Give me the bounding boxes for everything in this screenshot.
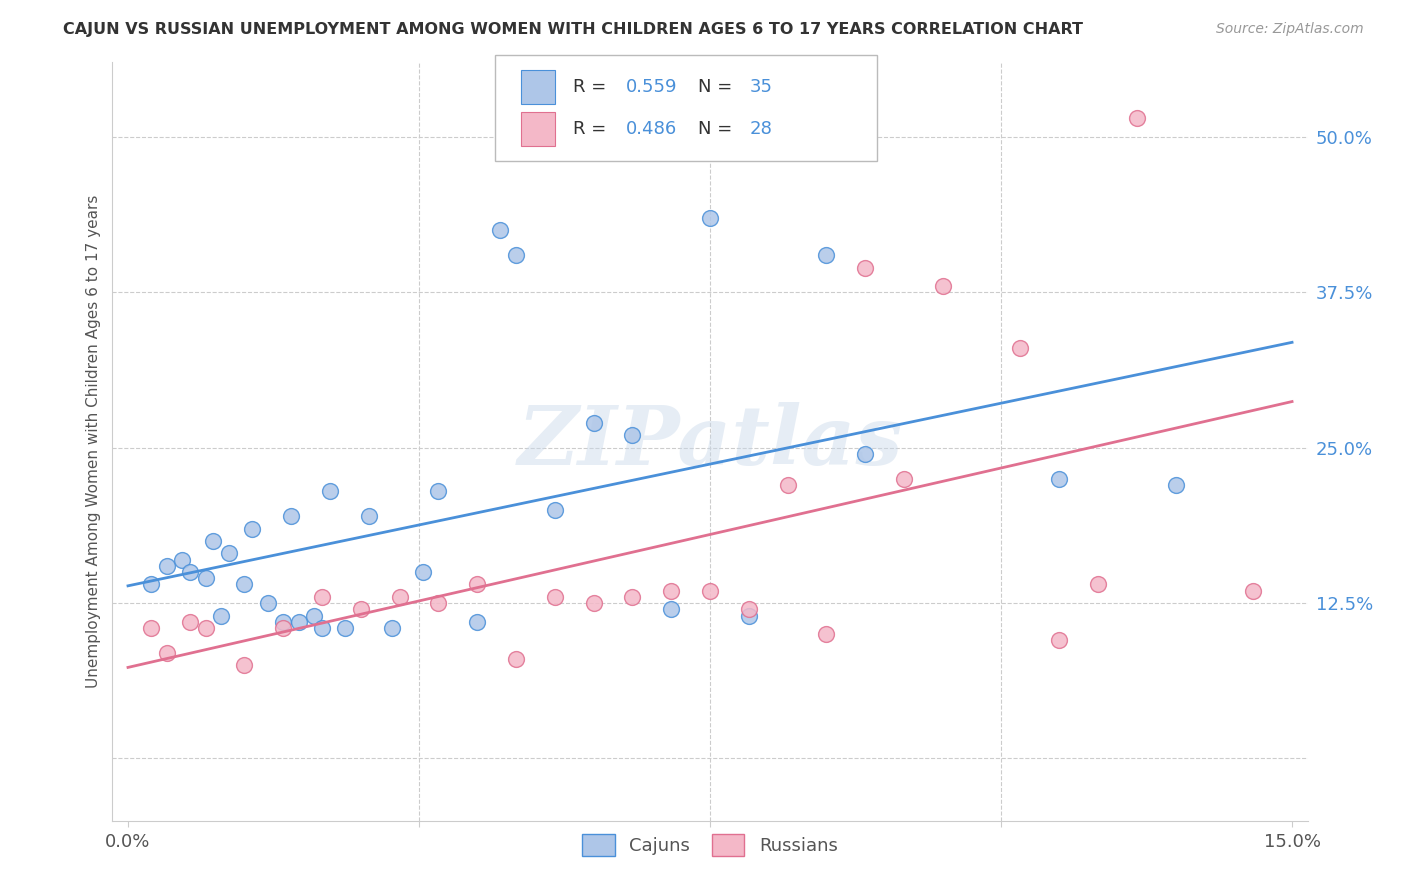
Point (194, 621, 217, 635)
Point (699, 583, 721, 598)
Point (776, 478, 799, 492)
Point (1047, 472, 1070, 486)
Point (659, 602, 682, 616)
Point (505, 248, 527, 262)
Point (218, 546, 240, 560)
Point (388, 590, 411, 604)
FancyBboxPatch shape (522, 70, 555, 104)
Point (311, 590, 333, 604)
Text: 0.559: 0.559 (627, 78, 678, 96)
Point (427, 484, 450, 499)
Point (233, 577, 256, 591)
Text: N =: N = (699, 120, 738, 137)
Text: Source: ZipAtlas.com: Source: ZipAtlas.com (1216, 22, 1364, 37)
Point (505, 652, 527, 666)
Point (156, 646, 179, 660)
Point (1087, 577, 1109, 591)
Text: CAJUN VS RUSSIAN UNEMPLOYMENT AMONG WOMEN WITH CHILDREN AGES 6 TO 17 YEARS CORRE: CAJUN VS RUSSIAN UNEMPLOYMENT AMONG WOME… (63, 22, 1083, 37)
Point (1164, 478, 1187, 492)
Point (350, 602, 373, 616)
Point (465, 577, 488, 591)
Point (194, 571, 217, 585)
Point (582, 596, 605, 610)
Point (582, 416, 605, 430)
Text: ZIPatlas: ZIPatlas (517, 401, 903, 482)
FancyBboxPatch shape (495, 55, 877, 161)
Point (893, 472, 915, 486)
Point (1010, 341, 1032, 355)
Point (427, 596, 450, 610)
Point (465, 615, 488, 629)
Point (304, 608, 326, 623)
Text: 0.486: 0.486 (627, 120, 678, 137)
Point (335, 621, 357, 635)
Point (1047, 633, 1070, 648)
Text: 28: 28 (749, 120, 772, 137)
Point (412, 565, 434, 579)
Point (544, 590, 567, 604)
Point (311, 621, 333, 635)
Legend: Cajuns, Russians: Cajuns, Russians (574, 824, 846, 864)
Point (544, 503, 567, 517)
Point (1241, 583, 1264, 598)
Point (659, 583, 682, 598)
Point (209, 608, 232, 623)
Y-axis label: Unemployment Among Women with Children Ages 6 to 17 years: Unemployment Among Women with Children A… (86, 194, 101, 689)
Point (202, 533, 225, 548)
Point (233, 658, 256, 673)
Point (156, 558, 179, 573)
Point (179, 615, 201, 629)
Point (172, 552, 194, 566)
Point (287, 615, 309, 629)
Point (256, 596, 278, 610)
Point (381, 621, 404, 635)
Point (240, 522, 263, 536)
Point (815, 248, 838, 262)
Point (179, 565, 201, 579)
Point (489, 223, 512, 237)
Point (1126, 112, 1149, 126)
Text: 35: 35 (749, 78, 772, 96)
Point (141, 577, 163, 591)
Point (319, 484, 342, 499)
Point (280, 509, 302, 524)
Point (738, 608, 761, 623)
Point (853, 260, 876, 275)
Point (738, 602, 761, 616)
Point (271, 621, 294, 635)
Point (815, 627, 838, 641)
Point (853, 447, 876, 461)
Text: R =: R = (572, 78, 612, 96)
Text: R =: R = (572, 120, 612, 137)
FancyBboxPatch shape (522, 112, 555, 145)
Point (621, 428, 644, 442)
Point (699, 211, 721, 225)
Point (932, 279, 955, 293)
Point (621, 590, 644, 604)
Text: N =: N = (699, 78, 738, 96)
Point (141, 621, 163, 635)
Point (357, 509, 380, 524)
Point (271, 615, 294, 629)
